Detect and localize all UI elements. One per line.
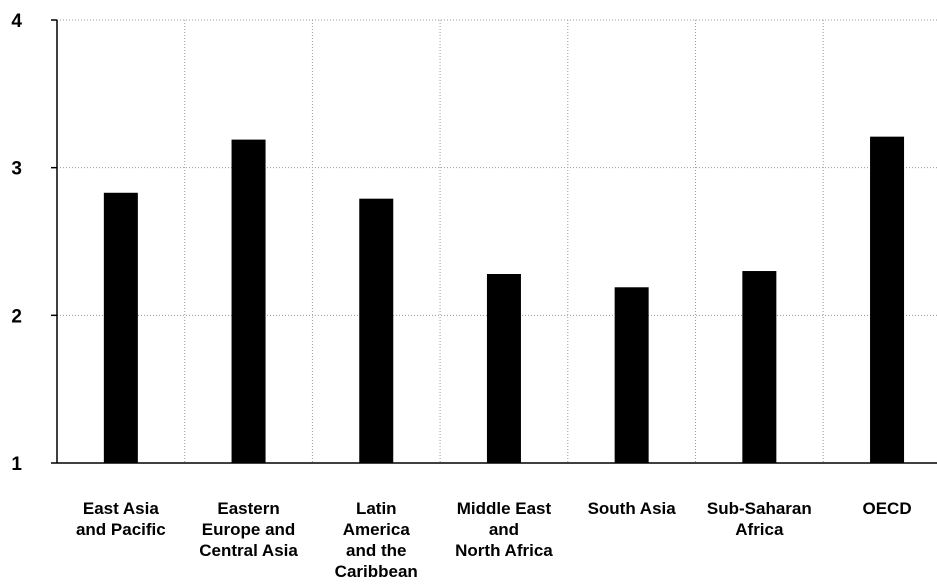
bar bbox=[231, 139, 266, 464]
x-category-labels: East Asia and Pacific Eastern Europe and Cen… bbox=[76, 499, 912, 581]
axes bbox=[56, 20, 937, 464]
bars bbox=[103, 136, 905, 464]
x-category-label-line: Central Asia bbox=[199, 541, 298, 560]
x-category-label: South Asia bbox=[588, 499, 677, 518]
x-category-label-line: OECD bbox=[862, 499, 911, 518]
bar bbox=[103, 192, 138, 463]
y-tick-label: 2 bbox=[11, 306, 22, 327]
x-category-label-line: East Asia bbox=[83, 499, 159, 518]
bar bbox=[359, 198, 394, 463]
x-category-label-line: Africa bbox=[735, 520, 784, 539]
bar bbox=[870, 136, 905, 463]
x-category-label: Middle East and North Africa bbox=[455, 499, 553, 560]
x-category-label-line: and Pacific bbox=[76, 520, 166, 539]
x-category-label-line: Latin bbox=[356, 499, 397, 518]
x-category-label: Sub-Saharan Africa bbox=[707, 499, 812, 539]
x-category-label-line: South Asia bbox=[588, 499, 677, 518]
x-category-label-line: North Africa bbox=[455, 541, 553, 560]
y-tick-label: 1 bbox=[11, 454, 22, 475]
bar bbox=[614, 287, 649, 463]
grid-lines bbox=[57, 19, 937, 463]
x-category-label-line: Europe and bbox=[202, 520, 296, 539]
x-category-label: OECD bbox=[862, 499, 911, 518]
x-category-label: East Asia and Pacific bbox=[76, 499, 166, 539]
x-category-label-line: Sub-Saharan bbox=[707, 499, 812, 518]
x-category-label-line: and bbox=[489, 520, 519, 539]
x-category-label-line: and the bbox=[346, 541, 406, 560]
x-category-label-line: America bbox=[343, 520, 411, 539]
x-category-label-line: Middle East bbox=[457, 499, 552, 518]
bar bbox=[742, 271, 777, 463]
x-category-label-line: Eastern bbox=[217, 499, 279, 518]
y-tick-label: 4 bbox=[11, 11, 22, 32]
y-tick-labels: 1 2 3 4 bbox=[11, 11, 57, 475]
bar bbox=[486, 273, 521, 463]
x-category-label-line: Caribbean bbox=[335, 562, 418, 581]
y-tick-label: 3 bbox=[11, 159, 22, 180]
x-category-label: Eastern Europe and Central Asia bbox=[199, 499, 298, 560]
x-category-label: Latin America and the Caribbean bbox=[335, 499, 418, 581]
